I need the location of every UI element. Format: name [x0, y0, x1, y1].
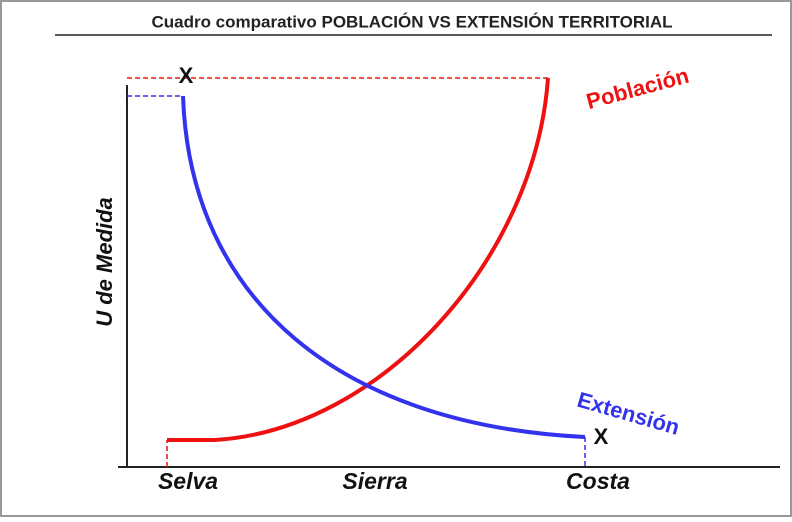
category-label: Sierra — [342, 468, 407, 494]
marker: X — [594, 424, 609, 449]
title: Cuadro comparativo POBLACIÓN VS EXTENSIÓ… — [151, 12, 672, 31]
extension-curve — [181, 95, 586, 439]
poblacion-curve — [167, 77, 550, 442]
category-label: Costa — [566, 468, 630, 494]
y-axis-label: U de Medida — [92, 197, 117, 327]
marker: X — [179, 63, 194, 88]
category-label: Selva — [158, 468, 218, 494]
